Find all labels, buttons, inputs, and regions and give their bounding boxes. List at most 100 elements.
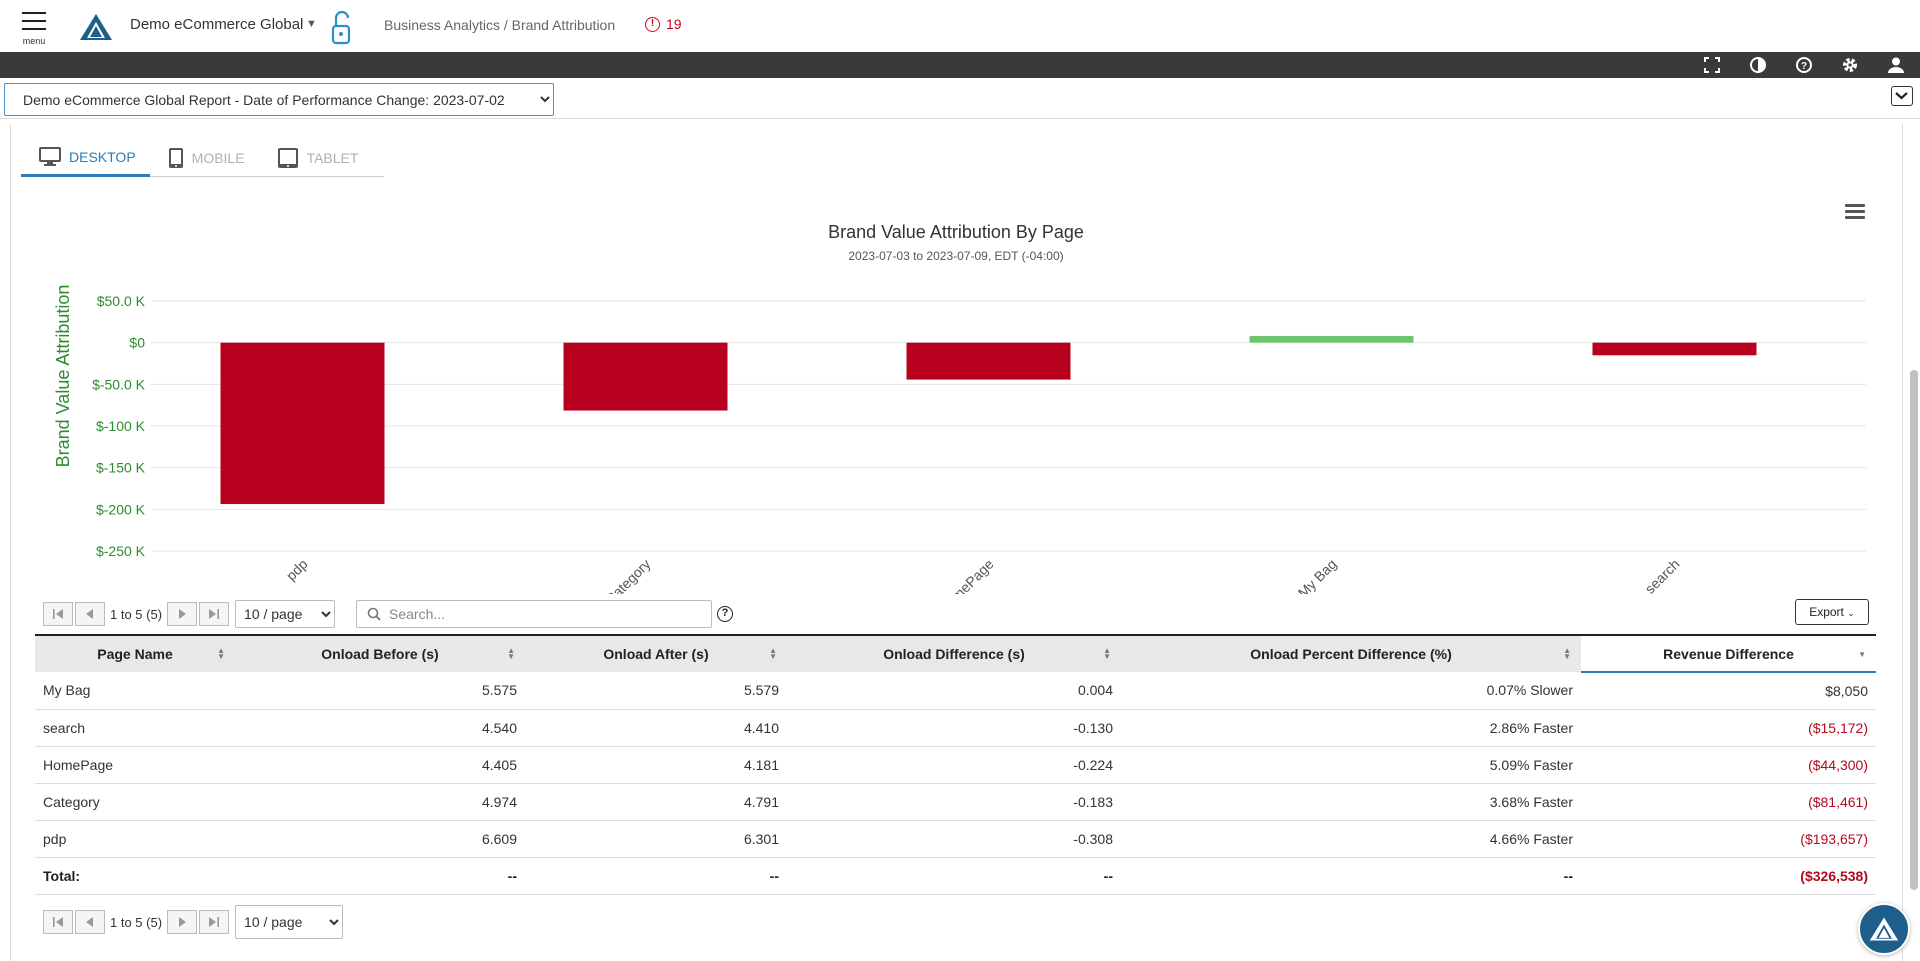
total-cell: -- (787, 857, 1121, 895)
bar-search[interactable] (1592, 342, 1757, 356)
tab-desktop[interactable]: DESKTOP (21, 140, 150, 177)
menu-button[interactable]: menu (20, 10, 48, 46)
hamburger-icon-bar (1845, 210, 1865, 213)
menu-icon (22, 12, 46, 14)
export-button[interactable]: Export ⌄ (1795, 599, 1869, 625)
table-row[interactable]: HomePage 4.405 4.181 -0.224 5.09% Faster ($44… (35, 746, 1876, 784)
total-cell: -- (235, 857, 525, 895)
unlock-icon[interactable] (328, 10, 354, 46)
report-panel: DESKTOP MOBILE TABLET Brand Value Attrib… (10, 124, 1903, 961)
bar-category[interactable] (563, 342, 728, 411)
collapse-button[interactable] (1891, 86, 1913, 106)
x-tick-label: Category (602, 556, 653, 594)
y-tick-label: $-50.0 K (92, 376, 146, 392)
table-cell: 4.540 (235, 709, 525, 747)
export-label: Export (1809, 605, 1844, 619)
alert-badge[interactable]: ! 19 (645, 16, 682, 32)
table-cell: ($44,300) (1581, 746, 1876, 784)
page-range: 1 to 5 (5) (110, 606, 163, 622)
last-page-button[interactable] (199, 602, 230, 626)
device-tabs: DESKTOP MOBILE TABLET (21, 140, 384, 177)
account-name[interactable]: Demo eCommerce Global (130, 16, 304, 33)
bottom-pager: 1 to 5 (5) 10 / page (43, 905, 344, 939)
col-header-page-name[interactable]: Page Name ▲ ▼ (35, 634, 235, 672)
scrollbar[interactable] (1910, 370, 1918, 890)
first-page-icon (53, 917, 63, 927)
table-cell: 5.579 (525, 672, 787, 710)
contrast-icon[interactable] (1749, 56, 1767, 74)
col-header-onload-after[interactable]: Onload After (s) ▲ ▼ (525, 634, 787, 672)
x-axis-labels: pdp Category HomePage My Bag search (283, 556, 1683, 594)
gear-icon[interactable] (1841, 56, 1859, 74)
table-cell: 4.791 (525, 783, 787, 821)
table-total-row: Total: -- -- -- -- ($326,538) (35, 857, 1876, 895)
table-row[interactable]: pdp 6.609 6.301 -0.308 4.66% Faster ($193,657… (35, 820, 1876, 858)
breadcrumb: Business Analytics / Brand Attribution (384, 17, 616, 33)
help-circle-icon[interactable]: ? (1795, 56, 1813, 74)
desktop-icon (39, 147, 61, 166)
table-cell: HomePage (35, 746, 235, 784)
y-axis-ticks: $50.0 K $0 $-50.0 K $-100 K $-150 K $-200 K $-… (92, 293, 146, 559)
table-row[interactable]: Category 4.974 4.791 -0.183 3.68% Faster ($81… (35, 783, 1876, 821)
menu-icon-bar (22, 28, 46, 30)
top-pager: 1 to 5 (5) 10 / page (43, 600, 336, 628)
table-cell: 4.181 (525, 746, 787, 784)
next-page-button[interactable] (167, 910, 198, 934)
sort-icon: ▲ ▼ (507, 646, 515, 661)
tab-label: MOBILE (191, 150, 245, 166)
search-help-icon[interactable]: ? (717, 606, 733, 622)
caret-down-icon[interactable]: ▼ (306, 18, 317, 30)
table-cell: 5.575 (235, 672, 525, 710)
fullscreen-icon[interactable] (1703, 56, 1721, 74)
tab-label: TABLET (306, 150, 359, 166)
col-header-revenue-difference[interactable]: Revenue Difference ▼ (1581, 634, 1876, 673)
top-header: menu Demo eCommerce Global ▼ Business An… (0, 0, 1920, 52)
brand-logo-icon[interactable] (78, 12, 114, 42)
prev-page-button[interactable] (75, 910, 105, 934)
total-cell: ($326,538) (1581, 857, 1876, 895)
sort-icon: ▲ ▼ (1103, 646, 1111, 661)
first-page-button[interactable] (43, 910, 73, 934)
total-cell: Total: (35, 857, 235, 895)
table-row[interactable]: My Bag 5.575 5.579 0.004 0.07% Slower $8,050 (35, 672, 1876, 710)
chart-menu-button[interactable] (1845, 204, 1865, 222)
bar-my-bag[interactable] (1249, 335, 1414, 343)
table-cell: ($193,657) (1581, 820, 1876, 858)
page-range: 1 to 5 (5) (110, 914, 163, 930)
prev-page-button[interactable] (75, 602, 105, 626)
assistant-button[interactable] (1858, 903, 1910, 955)
y-tick-label: $-250 K (96, 543, 146, 559)
table-cell: -0.224 (787, 746, 1121, 784)
search-input[interactable] (389, 606, 689, 622)
col-header-onload-percent-difference[interactable]: Onload Percent Difference (%) ▲ ▼ (1121, 634, 1581, 672)
report-select[interactable]: Demo eCommerce Global Report - Date of P… (4, 83, 554, 116)
bar-homepage[interactable] (906, 342, 1071, 380)
chevron-down-icon: ⌄ (1847, 608, 1855, 618)
last-page-icon (209, 917, 220, 927)
chart-title: Brand Value Attribution By Page (828, 222, 1084, 242)
col-header-label: Onload Before (s) (321, 646, 439, 662)
last-page-button[interactable] (199, 910, 230, 934)
page-size-select[interactable]: 10 / page (235, 600, 336, 628)
col-header-onload-difference[interactable]: Onload Difference (s) ▲ ▼ (787, 634, 1121, 672)
bar-pdp[interactable] (220, 342, 385, 505)
table-cell: 5.09% Faster (1121, 746, 1581, 784)
tablet-icon (277, 148, 298, 168)
page-size-select[interactable]: 10 / page (235, 905, 344, 939)
next-page-icon (179, 917, 187, 927)
first-page-icon (53, 609, 63, 619)
table-row[interactable]: search 4.540 4.410 -0.130 2.86% Faster ($15,1… (35, 709, 1876, 747)
table-cell: -0.130 (787, 709, 1121, 747)
col-header-label: Page Name (97, 646, 173, 662)
col-header-onload-before[interactable]: Onload Before (s) ▲ ▼ (235, 634, 525, 672)
user-icon[interactable] (1887, 56, 1905, 74)
search-box[interactable] (356, 600, 712, 628)
table-cell: 6.301 (525, 820, 787, 858)
first-page-button[interactable] (43, 602, 73, 626)
chart-gridlines (151, 300, 1866, 552)
next-page-button[interactable] (167, 602, 198, 626)
total-cell: -- (525, 857, 787, 895)
tab-tablet[interactable]: TABLET (259, 140, 373, 176)
tab-mobile[interactable]: MOBILE (150, 140, 259, 176)
table-cell: -0.308 (787, 820, 1121, 858)
